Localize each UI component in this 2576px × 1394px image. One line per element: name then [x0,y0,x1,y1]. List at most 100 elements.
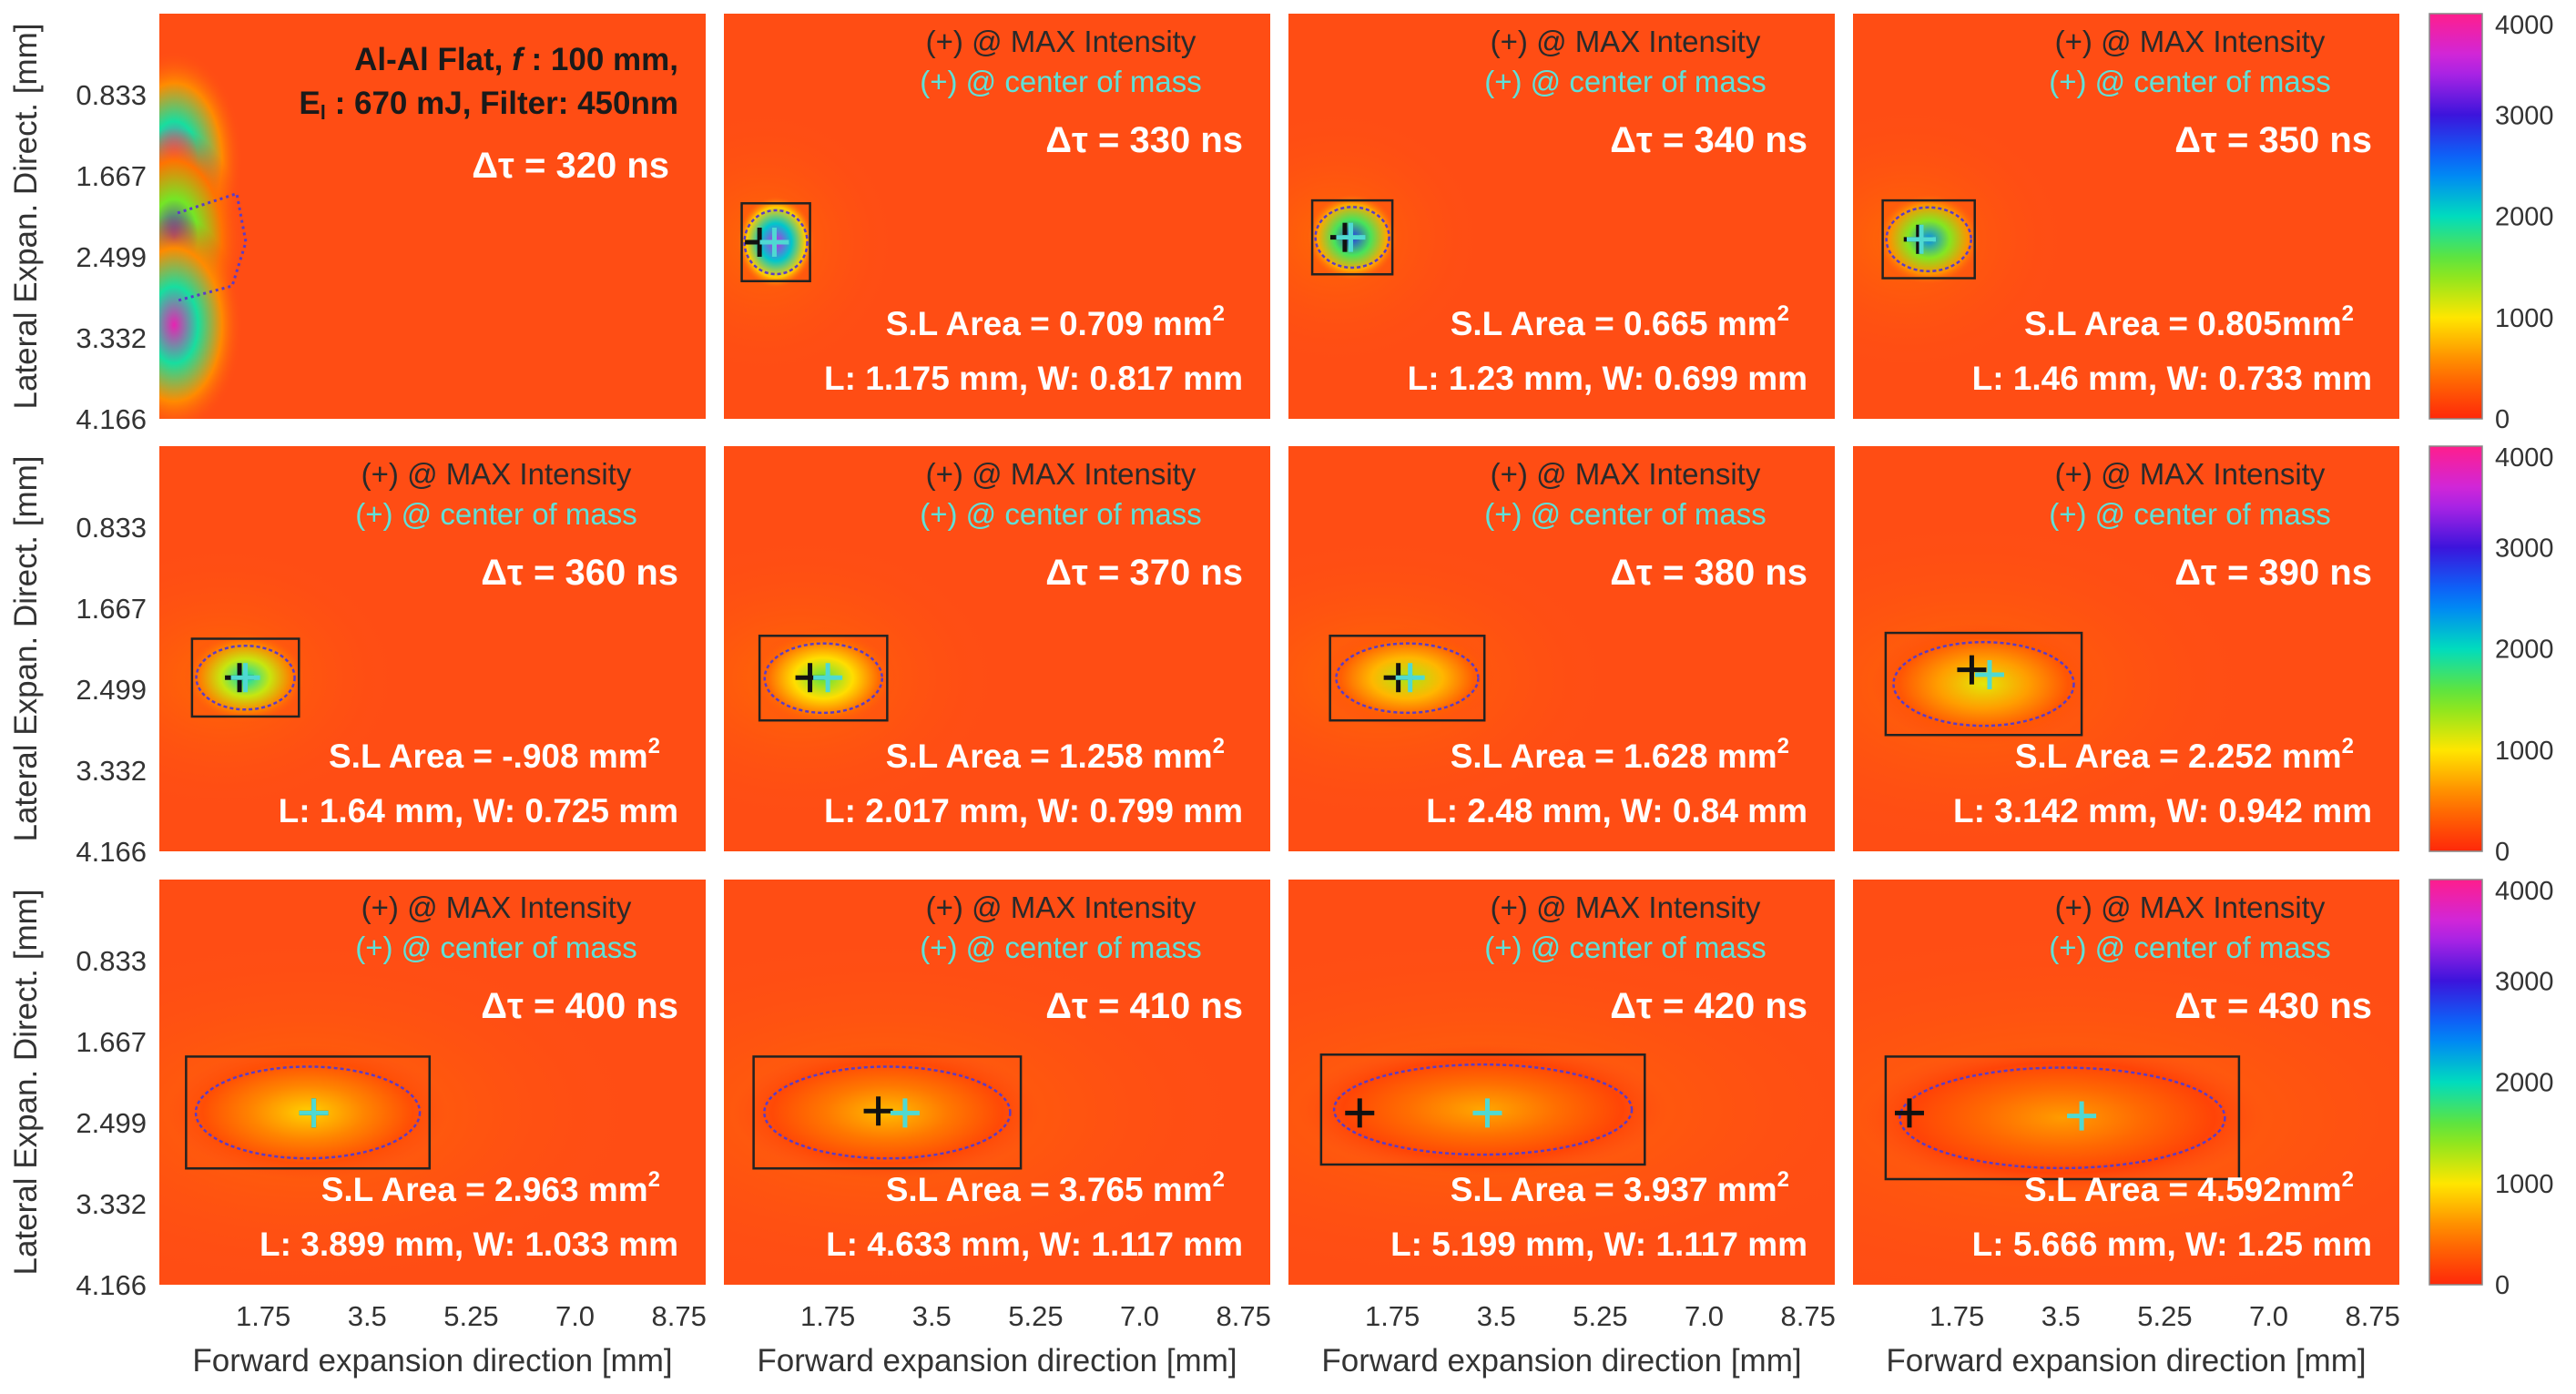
colorbar-tick-label: 0 [2495,405,2510,434]
contour-outline [743,209,809,276]
y-tick-label: 2.499 [76,241,147,273]
colorbar [2428,445,2483,852]
heatmap-panel: (+) @ MAX Intensity (+) @ center of mass Δ… [724,14,1270,419]
x-axis-title: Forward expansion direction [mm] [757,1343,1237,1379]
center-of-mass-legend: (+) @ center of mass [1484,931,1767,964]
x-tick-label: 8.75 [1216,1300,1270,1332]
bounding-box [1310,198,1394,276]
x-tick-label: 8.75 [1780,1300,1835,1332]
center-of-mass-legend: (+) @ center of mass [920,497,1202,531]
max-intensity-legend: (+) @ MAX Intensity [1491,457,1761,491]
center-of-mass-legend: (+) @ center of mass [2049,931,2331,964]
center-of-mass-legend: (+) @ center of mass [2049,497,2331,531]
x-tick-label: 7.0 [1685,1300,1724,1332]
colorbar-tick-label: 0 [2495,1271,2510,1300]
contour-outline [763,1065,1012,1160]
contour-outline [763,642,883,715]
y-tick-label: 0.833 [76,512,147,544]
center-of-mass-legend: (+) @ center of mass [920,65,1202,98]
delay-label: Δτ = 330 ns [1045,120,1243,160]
max-intensity-legend: (+) @ MAX Intensity [926,25,1196,58]
heatmap-panel: (+) @ MAX Intensity (+) @ center of mass Δ… [1288,880,1835,1285]
spot-area-label: S.L Area = 0.805mm2 [2024,301,2354,342]
colorbar-tick-label: 2000 [2495,1069,2554,1098]
colorbar-tick-label: 4000 [2495,11,2554,40]
max-intensity-legend: (+) @ MAX Intensity [2055,25,2326,58]
max-intensity-legend: (+) @ MAX Intensity [926,457,1196,491]
x-tick-label: 3.5 [2041,1300,2081,1332]
bounding-box [740,202,811,282]
x-tick-label: 1.75 [236,1300,290,1332]
center-of-mass-marker [1395,663,1425,693]
intensity-core [1297,1043,1669,1176]
x-tick-label: 3.5 [348,1300,387,1332]
colorbar-tick-label: 0 [2495,838,2510,867]
delay-label: Δτ = 360 ns [481,553,678,593]
max-intensity-marker [1345,1098,1375,1128]
center-of-mass-legend: (+) @ center of mass [2049,65,2331,98]
spot-dimensions-label: L: 1.46 mm, W: 0.733 mm [1972,360,2372,397]
center-of-mass-marker [1975,660,2004,690]
max-intensity-marker [863,1096,893,1126]
x-axis-title: Forward expansion direction [mm] [192,1343,672,1379]
colorbar-tick-label: 4000 [2495,877,2554,906]
center-of-mass-marker [1907,224,1936,254]
panel-background [159,14,706,419]
y-axis-title: Lateral Expan. Direct. [mm] [8,889,44,1275]
colorbar-tick-label: 1000 [2495,737,2554,766]
spot-area-label: S.L Area = -.908 mm2 [329,734,660,775]
contour-outline [194,1065,422,1160]
spot-dimensions-label: L: 1.175 mm, W: 0.817 mm [824,360,1243,397]
spot-area-label: S.L Area = 2.252 mm2 [2015,734,2354,775]
delay-label: Δτ = 320 ns [472,146,669,186]
delay-label: Δτ = 390 ns [2174,553,2372,593]
spot-dimensions-label: L: 5.666 mm, W: 1.25 mm [1972,1226,2372,1263]
center-of-mass-legend: (+) @ center of mass [1484,65,1767,98]
delay-label: Δτ = 380 ns [1610,553,1807,593]
colorbars: 4000 3000 2000 1000 0 4000 3000 2000 1000 0 4000 30… [2428,11,2554,1300]
heatmap-panel: (+) @ MAX Intensity (+) @ center of mass Δ… [159,880,706,1285]
center-of-mass-marker [230,663,260,693]
max-intensity-legend: (+) @ MAX Intensity [926,890,1196,924]
panel-grid: Al-Al Flat, f : 100 mm, El : 670 mJ, Filt… [159,14,2399,1285]
center-of-mass-legend: (+) @ center of mass [355,931,637,964]
delay-label: Δτ = 420 ns [1610,986,1807,1026]
colorbar-tick-label: 4000 [2495,443,2554,473]
x-axis-title: Forward expansion direction [mm] [1886,1343,2366,1379]
center-of-mass-marker [2067,1101,2097,1131]
delay-label: Δτ = 370 ns [1045,553,1243,593]
heatmap-panel: (+) @ MAX Intensity (+) @ center of mass Δ… [1853,880,2399,1285]
center-of-mass-marker [813,663,843,693]
heatmap-panel: Al-Al Flat, f : 100 mm, El : 670 mJ, Filt… [159,14,706,419]
delay-label: Δτ = 410 ns [1045,986,1243,1026]
x-tick-label: 7.0 [555,1300,595,1332]
heatmap-panel: (+) @ MAX Intensity (+) @ center of mass Δ… [159,446,706,851]
bounding-box [1884,631,2083,737]
spot-area-label: S.L Area = 3.937 mm2 [1451,1167,1789,1208]
max-intensity-marker [1894,1098,1924,1128]
x-tick-label: 7.0 [1120,1300,1159,1332]
y-tick-label: 1.667 [76,1026,147,1058]
max-intensity-legend: (+) @ MAX Intensity [361,457,632,491]
experiment-info-line2: El : 670 mJ, Filter: 450nm [299,86,678,124]
colorbar-tick-label: 3000 [2495,534,2554,563]
y-tick-label: 4.166 [76,403,147,435]
y-tick-label: 2.499 [76,1107,147,1139]
max-intensity-legend: (+) @ MAX Intensity [361,890,632,924]
x-tick-label: 3.5 [1477,1300,1516,1332]
bounding-box [752,1055,1023,1170]
max-intensity-marker [1957,655,1987,685]
x-tick-label: 5.25 [443,1300,498,1332]
colorbar-tick-label: 1000 [2495,1170,2554,1199]
contour-outline [195,644,296,711]
colorbar [2428,13,2483,420]
bounding-box [1329,635,1486,722]
y-tick-label: 3.332 [76,322,147,354]
x-tick-label: 5.25 [1573,1300,1627,1332]
bounding-box [185,1055,431,1170]
center-of-mass-marker [299,1098,329,1128]
center-of-mass-legend: (+) @ center of mass [920,931,1202,964]
center-of-mass-marker [1472,1098,1502,1128]
contour-outline [1899,1066,2226,1170]
x-tick-label: 5.25 [1008,1300,1063,1332]
